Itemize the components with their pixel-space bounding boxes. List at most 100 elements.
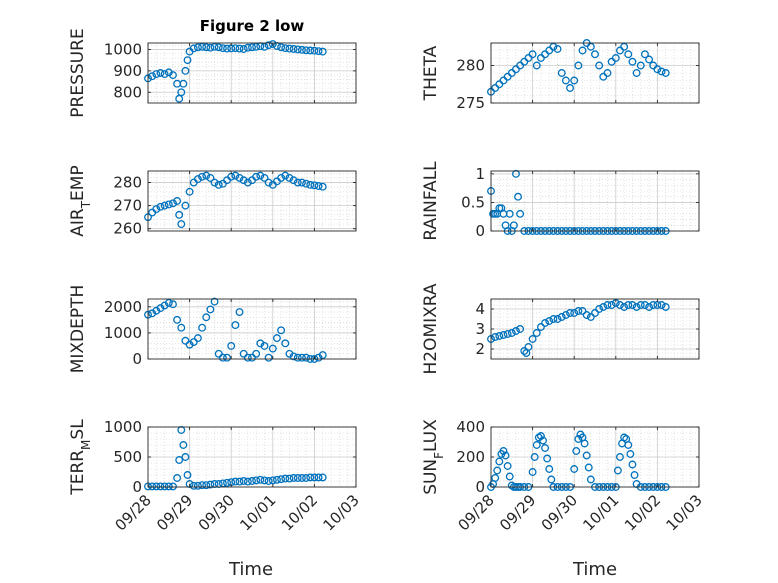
data-point	[183, 56, 192, 65]
figure-title: Figure 2 low	[200, 17, 305, 35]
data-point	[189, 338, 198, 346]
data-point	[198, 481, 207, 490]
data-point	[227, 342, 236, 350]
subplot-theta: 275 280 THETA	[421, 39, 700, 112]
plot-area	[148, 299, 356, 359]
data-point	[198, 42, 207, 51]
data-point	[297, 353, 306, 362]
data-point	[545, 465, 554, 473]
data-point	[256, 475, 265, 484]
y-axis-label: THETA	[421, 45, 441, 101]
subplot-air-temp: 260 270 280 AIRTEMP	[68, 165, 357, 238]
y-axis-label: SUNFLUX	[421, 419, 446, 495]
data-point	[148, 482, 157, 491]
data-point	[277, 173, 286, 182]
data-point	[252, 476, 261, 485]
data-point	[285, 173, 294, 182]
data-point	[310, 473, 319, 482]
data-point	[536, 432, 545, 440]
data-point	[584, 463, 593, 472]
data-point	[613, 466, 622, 475]
data-point	[214, 43, 223, 52]
data-point	[640, 50, 649, 59]
data-point	[553, 315, 562, 323]
data-point	[198, 323, 207, 332]
data-point	[239, 477, 248, 485]
data-point	[657, 67, 666, 76]
data-point	[164, 482, 173, 491]
data-point	[206, 480, 215, 489]
y-tick-label: 280	[456, 57, 485, 75]
data-point	[310, 46, 319, 55]
data-point	[152, 205, 161, 214]
data-point	[591, 50, 599, 59]
data-point	[193, 175, 202, 184]
data-point	[628, 57, 637, 66]
data-point	[572, 447, 581, 455]
data-point	[243, 43, 252, 52]
data-point	[524, 343, 533, 351]
data-point	[231, 477, 240, 486]
data-point	[574, 435, 583, 443]
data-point	[206, 173, 215, 182]
data-point	[173, 474, 182, 482]
subplot-pressure: 800 900 1000 PRESSURE	[68, 28, 357, 118]
data-point	[264, 178, 273, 187]
data-point	[582, 311, 591, 319]
data-point	[148, 72, 157, 81]
data-series	[144, 426, 327, 491]
data-point	[281, 44, 290, 53]
data-point	[218, 353, 227, 362]
data-point	[281, 339, 290, 348]
data-point	[260, 173, 269, 182]
data-point	[281, 474, 290, 483]
data-point	[543, 454, 552, 463]
data-point	[528, 468, 537, 476]
data-point	[578, 307, 587, 315]
axes-box	[147, 170, 357, 232]
data-point	[252, 349, 261, 358]
data-point	[223, 478, 231, 487]
data-point	[235, 173, 244, 182]
data-point	[160, 70, 169, 79]
data-point	[630, 471, 639, 479]
data-point	[231, 44, 240, 53]
x-axis-label-right: Time	[572, 559, 617, 580]
data-point	[264, 41, 273, 50]
y-axis-label: TERRMSL	[68, 419, 93, 496]
y-axis-label: AIRTEMP	[68, 165, 93, 236]
data-point	[501, 451, 510, 460]
data-point	[260, 476, 269, 485]
data-point	[657, 301, 666, 309]
axes-box	[490, 170, 700, 232]
data-point	[293, 353, 302, 362]
data-point	[293, 45, 302, 54]
data-point	[516, 209, 525, 218]
data-point	[175, 456, 184, 464]
data-point	[177, 88, 186, 97]
data-point	[620, 433, 629, 442]
data-point	[539, 436, 547, 445]
data-point	[248, 43, 256, 52]
data-point	[223, 353, 231, 362]
x-tick-label: 09/28	[455, 491, 498, 534]
data-point	[164, 298, 173, 307]
data-point	[214, 349, 223, 358]
data-point	[570, 465, 579, 473]
axes-box	[490, 42, 700, 104]
data-point	[574, 61, 583, 70]
data-point	[507, 329, 516, 337]
subplot-rainfall: 0 0.5 1 RAINFALL	[421, 161, 700, 241]
data-point	[223, 44, 231, 53]
y-tick-label: 400	[456, 418, 485, 436]
data-point	[499, 331, 508, 339]
data-point	[580, 439, 589, 448]
data-point	[505, 472, 514, 481]
data-point	[520, 347, 529, 355]
data-point	[514, 192, 522, 201]
data-point	[624, 441, 633, 449]
data-point	[509, 221, 518, 230]
data-point	[495, 457, 504, 466]
data-point	[210, 178, 219, 187]
x-tick-label: 10/03	[663, 491, 706, 534]
